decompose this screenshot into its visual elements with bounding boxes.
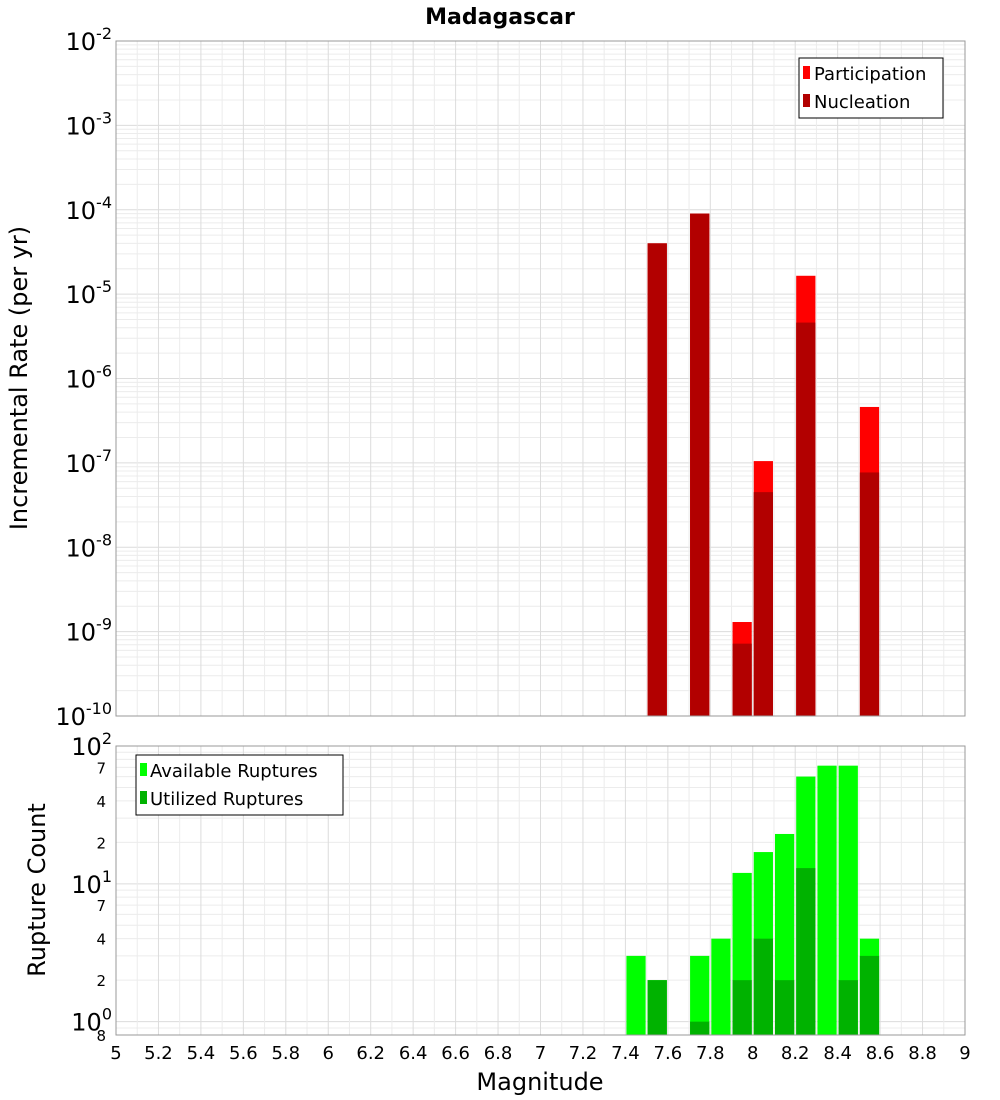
rate-y-ticks: 10-2 10-3 10-4 10-5 10-6 10-7 10-8 10-9 10-10: [55, 24, 112, 731]
chart-title: Madagascar: [425, 5, 575, 30]
legend-label-participation: Participation: [814, 64, 926, 85]
x-tick-label: 6.4: [399, 1043, 428, 1064]
count-bar-available-ruptures: [690, 955, 710, 1035]
count-y-minor-tick-label: 8: [96, 1027, 106, 1045]
rate-y-tick-label: 10-9: [66, 615, 113, 647]
rate-y-tick-label: 10-5: [66, 277, 113, 309]
x-tick-label: 5.6: [229, 1043, 258, 1064]
rate-y-tick-label: 10-6: [66, 362, 113, 394]
count-bar-utilized-ruptures: [859, 955, 880, 1035]
x-tick-label: 5.4: [187, 1043, 216, 1064]
count-y-minor-tick-label: 7: [96, 759, 106, 777]
count-y-minor-tick-label: 4: [96, 931, 106, 949]
rate-bars: [647, 213, 880, 717]
count-plot-frame: [115, 745, 966, 1036]
x-tick-label: 5.8: [271, 1043, 300, 1064]
count-y-tick-label: 100: [71, 1005, 112, 1037]
count-bar-utilized-ruptures: [732, 980, 752, 1035]
count-y-minor-tick-label: 2: [96, 834, 106, 852]
rate-bar-nucleation: [732, 643, 752, 716]
rate-y-tick-label: 10-7: [66, 446, 113, 478]
rate-plot-frame: [115, 40, 966, 717]
legend-label-nucleation: Nucleation: [814, 92, 910, 113]
count-bar-available-ruptures: [626, 955, 646, 1035]
legend-swatch-available-ruptures: [140, 763, 147, 776]
x-tick-label: 7.6: [654, 1043, 683, 1064]
count-y-ticks: 102 101 100 7 4 2 7 4 2 8: [71, 729, 112, 1045]
rate-bar-nucleation: [647, 243, 667, 717]
count-y-minor-tick-label: 7: [96, 897, 106, 915]
legend-swatch-nucleation: [803, 94, 810, 107]
x-tick-label: 5: [110, 1043, 121, 1064]
legend-swatch-utilized-ruptures: [140, 791, 147, 804]
count-bar-available-ruptures: [838, 765, 858, 1035]
count-y-axis-label: Rupture Count: [23, 803, 51, 977]
rate-bar-nucleation: [753, 492, 773, 716]
rate-y-tick-label: 10-4: [66, 193, 113, 225]
magnitude-x-ticks: 5 5.2 5.4 5.6 5.8 6 6.2 6.4 6.6 6.8 7 7.2 7.4 7.6 7.8 8…: [110, 1043, 970, 1064]
count-legend: Available Ruptures Utilized Ruptures: [135, 754, 344, 816]
rate-y-tick-label: 10-2: [66, 24, 113, 56]
count-y-tick-label: 101: [71, 867, 112, 899]
rate-bar-nucleation: [859, 472, 880, 716]
count-legend-box: [135, 754, 344, 816]
x-tick-label: 7: [535, 1043, 546, 1064]
rate-legend: Participation Nucleation: [798, 57, 944, 119]
x-tick-label: 9: [959, 1043, 970, 1064]
x-tick-label: 6.2: [356, 1043, 385, 1064]
count-bar-available-ruptures: [817, 765, 837, 1035]
count-bar-available-ruptures: [711, 938, 731, 1035]
rate-y-tick-label: 10-3: [66, 108, 113, 140]
rate-bar-nucleation: [796, 322, 816, 716]
legend-swatch-participation: [803, 66, 810, 79]
rate-y-tick-label: 10-10: [55, 699, 112, 731]
legend-label-available-ruptures: Available Ruptures: [150, 761, 318, 782]
count-bar-utilized-ruptures: [690, 1021, 710, 1035]
x-tick-label: 5.2: [144, 1043, 173, 1064]
x-tick-label: 8.8: [908, 1043, 937, 1064]
x-tick-label: 8.4: [823, 1043, 852, 1064]
count-bar-utilized-ruptures: [753, 938, 773, 1035]
count-y-minor-tick-label: 4: [96, 793, 106, 811]
rate-legend-box: [798, 57, 944, 119]
x-axis-label: Magnitude: [476, 1068, 603, 1096]
count-bar-utilized-ruptures: [647, 980, 667, 1035]
count-bar-utilized-ruptures: [838, 980, 858, 1035]
rate-panel: 10-2 10-3 10-4 10-5 10-6 10-7 10-8 10-9 10-10 In…: [5, 24, 966, 731]
x-tick-label: 7.2: [569, 1043, 598, 1064]
x-tick-label: 7.8: [696, 1043, 725, 1064]
count-y-minor-tick-label: 2: [96, 972, 106, 990]
x-tick-label: 6: [323, 1043, 334, 1064]
x-tick-label: 6.6: [441, 1043, 470, 1064]
x-tick-label: 7.4: [611, 1043, 640, 1064]
count-panel: 102 101 100 7 4 2 7 4 2 8 Rupture Count Available…: [23, 729, 971, 1096]
count-bar-utilized-ruptures: [796, 868, 816, 1035]
x-tick-label: 8: [747, 1043, 758, 1064]
x-tick-label: 8.2: [781, 1043, 810, 1064]
rate-grid: [115, 40, 966, 717]
rate-y-axis-label: Incremental Rate (per yr): [5, 226, 33, 530]
count-bars: [626, 765, 880, 1035]
count-bar-utilized-ruptures: [774, 980, 795, 1035]
rate-bar-nucleation: [690, 213, 710, 717]
x-tick-label: 8.6: [866, 1043, 895, 1064]
count-y-tick-label: 102: [71, 729, 112, 761]
legend-label-utilized-ruptures: Utilized Ruptures: [150, 789, 303, 810]
x-tick-label: 6.8: [484, 1043, 513, 1064]
rate-y-tick-label: 10-8: [66, 530, 113, 562]
